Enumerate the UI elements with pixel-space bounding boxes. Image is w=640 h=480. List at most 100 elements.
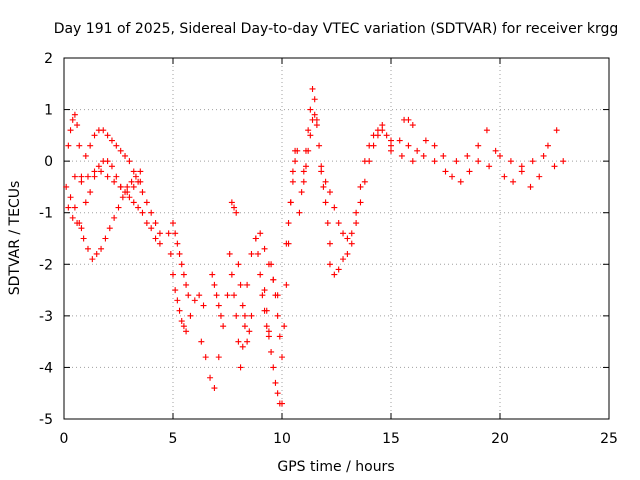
data-point	[104, 173, 111, 180]
data-point	[156, 240, 163, 247]
data-point	[71, 111, 78, 118]
data-point	[172, 230, 179, 237]
data-point	[233, 209, 240, 216]
data-point	[440, 152, 447, 159]
data-point	[104, 132, 111, 139]
data-point	[228, 271, 235, 278]
data-point	[292, 158, 299, 165]
data-point	[553, 127, 560, 134]
data-point	[74, 122, 81, 129]
x-tick-label: 20	[491, 431, 509, 447]
data-point	[313, 122, 320, 129]
data-point	[414, 147, 421, 154]
data-point	[174, 240, 181, 247]
data-point	[311, 96, 318, 103]
series-track-24	[388, 127, 560, 190]
series-track-15	[268, 147, 299, 361]
series-track-6	[165, 230, 207, 335]
data-point	[353, 220, 360, 227]
data-point	[95, 163, 102, 170]
series-track-22	[326, 122, 386, 278]
series-track-8	[198, 292, 231, 392]
series-track-20	[318, 168, 333, 247]
data-point	[111, 214, 118, 221]
data-point	[248, 312, 255, 319]
data-point	[311, 111, 318, 118]
data-point	[235, 261, 242, 268]
chart-title: Day 191 of 2025, Sidereal Day-to-day VTE…	[54, 21, 619, 37]
data-point	[296, 209, 303, 216]
data-point	[76, 142, 83, 149]
series-track-2	[82, 127, 163, 237]
data-point	[93, 250, 100, 257]
data-point	[237, 364, 244, 371]
data-point	[357, 199, 364, 206]
data-point	[449, 173, 456, 180]
data-point	[497, 152, 503, 159]
data-point	[124, 189, 131, 196]
series-track-12	[235, 261, 255, 345]
series-track-23	[388, 142, 567, 175]
x-tick-label: 0	[60, 431, 69, 447]
data-point	[87, 142, 94, 149]
data-point	[379, 122, 386, 129]
data-point	[71, 204, 78, 211]
data-point	[67, 127, 74, 134]
data-point	[235, 338, 242, 345]
data-point	[560, 158, 567, 165]
data-point	[279, 400, 285, 407]
plot-frame	[63, 57, 610, 420]
data-point	[464, 152, 471, 159]
data-point	[322, 178, 329, 185]
data-point	[302, 163, 309, 170]
data-point	[344, 235, 351, 242]
data-point	[326, 261, 333, 268]
data-point	[143, 199, 150, 206]
data-point	[113, 142, 120, 149]
data-point	[170, 220, 176, 227]
data-point	[294, 147, 301, 154]
data-point	[139, 209, 146, 216]
data-point	[130, 168, 137, 175]
data-point	[156, 230, 163, 237]
data-point	[544, 142, 551, 149]
data-point	[326, 189, 333, 196]
data-point	[475, 142, 482, 149]
data-point	[185, 292, 192, 299]
data-point	[492, 147, 499, 154]
data-point	[84, 245, 91, 252]
data-point	[335, 220, 342, 227]
data-point	[409, 122, 416, 129]
data-point	[187, 312, 194, 319]
data-point	[422, 137, 429, 144]
data-point	[213, 292, 220, 299]
data-point	[108, 137, 115, 144]
data-point	[111, 178, 118, 185]
data-point	[207, 374, 214, 381]
data-point	[274, 312, 281, 319]
data-point	[326, 240, 333, 247]
data-point	[67, 194, 74, 201]
data-point	[405, 116, 412, 123]
x-tick-label: 15	[382, 431, 400, 447]
data-point	[137, 178, 144, 185]
data-point	[255, 250, 262, 257]
tick-labels: 0 5 10 15 20 25 -5 -4 -3 -2 -1 0 1 2	[39, 51, 618, 447]
data-point	[289, 168, 296, 175]
data-point	[340, 230, 347, 237]
data-point	[178, 261, 185, 268]
data-point	[180, 271, 187, 278]
data-point	[98, 168, 105, 175]
data-point	[318, 163, 325, 170]
data-point	[540, 152, 547, 159]
series-track-18	[296, 85, 325, 216]
data-point	[322, 199, 329, 206]
data-point	[409, 158, 416, 165]
data-point	[115, 204, 122, 211]
data-point	[324, 220, 331, 227]
y-tick-label: -3	[39, 309, 53, 325]
data-point	[388, 142, 394, 149]
data-point	[84, 173, 91, 180]
data-point	[272, 379, 279, 386]
data-point	[536, 173, 543, 180]
